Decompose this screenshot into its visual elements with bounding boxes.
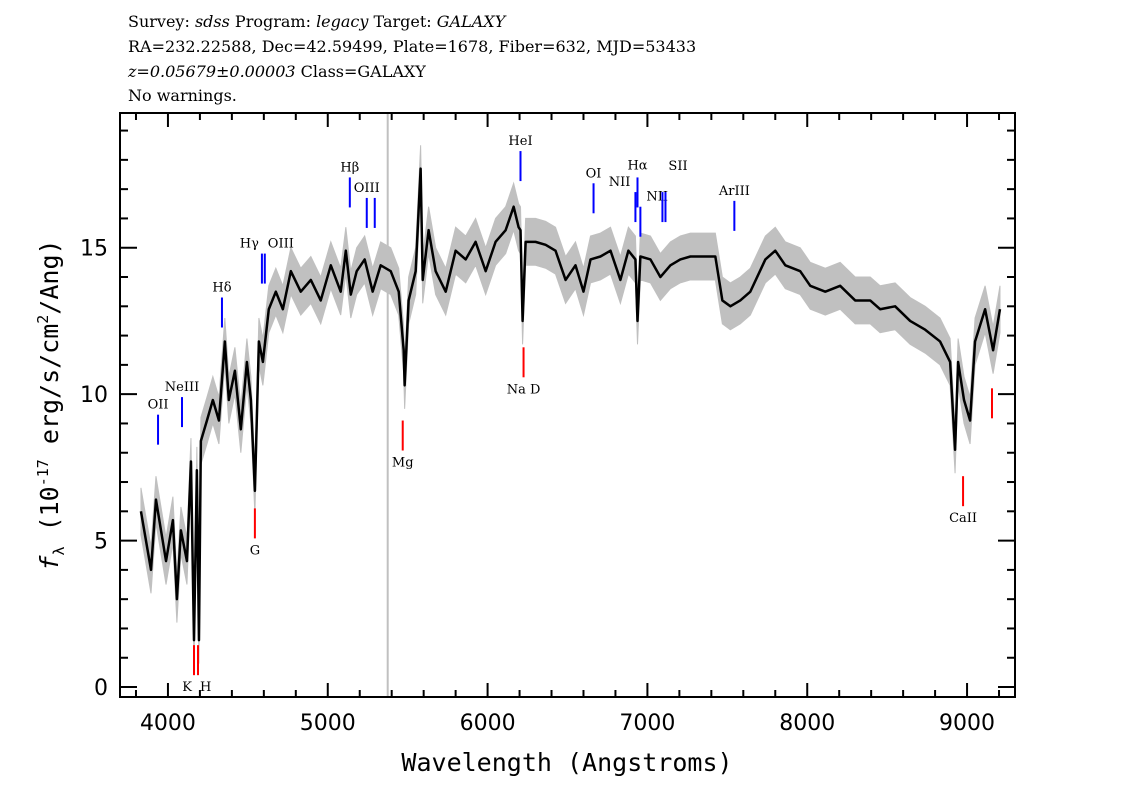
y-axis-exponent2: 2 — [34, 315, 52, 324]
absorption-line-label: K — [182, 680, 192, 695]
plot-frame — [119, 112, 1016, 698]
emission-line-label: HeI — [508, 134, 532, 149]
emission-line-label: OI — [586, 166, 602, 181]
header-line-redshift: z=0.05679±0.00003 Class=GALAXY — [128, 62, 426, 81]
y-axis-subscript: λ — [50, 546, 68, 555]
program-value: legacy — [316, 12, 369, 31]
emission-line-label: NII — [609, 175, 631, 190]
emission-line-label: OII — [148, 398, 169, 413]
x-tick-label: 7000 — [619, 711, 675, 736]
absorption-line-label: Mg — [392, 456, 414, 471]
program-label: Program: — [234, 12, 311, 31]
survey-value: sdss — [194, 12, 230, 31]
class-value: Class=GALAXY — [300, 62, 426, 81]
redshift-value: z=0.05679±0.00003 — [128, 62, 296, 81]
x-axis-title: Wavelength (Angstroms) — [401, 748, 732, 777]
y-axis-pre: (10 — [35, 486, 64, 546]
y-axis-symbol: f — [35, 555, 64, 571]
absorption-line-label: H — [200, 680, 211, 695]
emission-line-label: Hδ — [212, 281, 231, 296]
x-tick-label: 5000 — [300, 711, 356, 736]
emission-line-label: OIII — [268, 237, 294, 252]
x-tick-label: 9000 — [939, 711, 995, 736]
x-tick-label: 4000 — [140, 711, 196, 736]
header-line-warnings: No warnings. — [128, 86, 237, 105]
x-tick-label: 8000 — [779, 711, 835, 736]
y-axis-mid: erg/s/cm — [35, 324, 64, 459]
y-axis-exponent: -17 — [34, 459, 52, 486]
axis-ticks: 4000 5000 6000 7000 8000 9000 0 5 10 15 — [80, 113, 1015, 736]
header-line-survey: Survey: sdss Program: legacy Target: GAL… — [128, 12, 505, 31]
y-axis-title: fλ (10-17 erg/s/cm2/Ang) — [34, 239, 68, 570]
y-tick-label: 10 — [80, 383, 108, 408]
y-tick-label: 15 — [80, 237, 108, 262]
survey-label: Survey: — [128, 12, 190, 31]
y-tick-label: 5 — [94, 530, 108, 555]
target-value: GALAXY — [436, 12, 506, 31]
absorption-line-label: Na D — [507, 382, 541, 397]
emission-line-label: Hα — [627, 158, 647, 173]
emission-line-label: Hβ — [340, 160, 359, 175]
error-band — [140, 145, 1001, 664]
x-tick-label: 6000 — [460, 711, 516, 736]
absorption-line-label: G — [250, 543, 260, 558]
emission-line-label: SII — [668, 159, 687, 174]
emission-line-label: OIII — [354, 181, 380, 196]
y-tick-label: 0 — [94, 676, 108, 701]
emission-line-label: ArIII — [718, 184, 750, 199]
target-label: Target: — [373, 12, 432, 31]
header-line-coordinates: RA=232.22588, Dec=42.59499, Plate=1678, … — [128, 37, 697, 56]
flux-line — [139, 167, 1002, 642]
y-axis-post: /Ang) — [35, 239, 64, 314]
emission-line-label: Hγ — [240, 237, 259, 252]
absorption-line-label: CaII — [949, 511, 977, 526]
emission-line-label: NeIII — [165, 380, 199, 395]
